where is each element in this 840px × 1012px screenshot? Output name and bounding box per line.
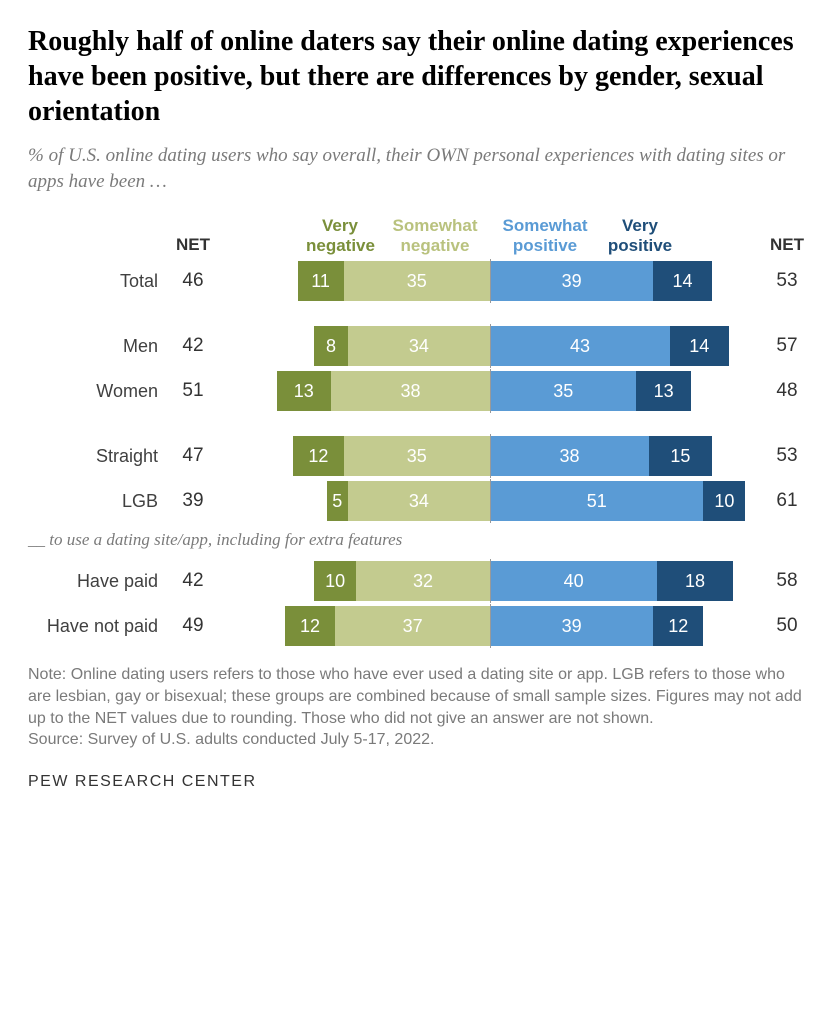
chart-note: Note: Online dating users refers to thos…	[28, 664, 812, 729]
footer-attribution: PEW RESEARCH CENTER	[28, 773, 812, 791]
row-bars: 12373912	[218, 606, 762, 646]
data-row: Men42834431457	[28, 326, 812, 366]
chart-area: NET Very negative Somewhat negative Some…	[28, 216, 812, 646]
bar-somewhat-positive: 38	[490, 436, 649, 476]
net-negative-value: 39	[168, 490, 218, 512]
bar-very-negative: 11	[298, 261, 344, 301]
bar-very-positive: 13	[636, 371, 690, 411]
net-negative-value: 42	[168, 335, 218, 357]
column-headers: NET Very negative Somewhat negative Some…	[28, 216, 812, 255]
row-label: Have not paid	[28, 616, 168, 637]
net-positive-value: 53	[762, 445, 812, 467]
net-positive-value: 50	[762, 615, 812, 637]
center-divider	[490, 604, 491, 648]
header-net-right: NET	[762, 235, 812, 255]
center-divider	[490, 369, 491, 413]
net-negative-value: 51	[168, 380, 218, 402]
row-label: Men	[28, 336, 168, 357]
bar-very-negative: 5	[327, 481, 348, 521]
row-label: Women	[28, 381, 168, 402]
row-bars: 5345110	[218, 481, 762, 521]
bar-somewhat-positive: 40	[490, 561, 657, 601]
bar-somewhat-negative: 35	[344, 436, 490, 476]
bar-somewhat-positive: 35	[490, 371, 636, 411]
net-negative-value: 42	[168, 570, 218, 592]
chart-title: Roughly half of online daters say their …	[28, 24, 812, 129]
row-bars: 8344314	[218, 326, 762, 366]
bar-very-positive: 12	[653, 606, 703, 646]
row-label: Straight	[28, 446, 168, 467]
bar-somewhat-negative: 34	[348, 481, 490, 521]
header-very-negative: Very negative	[300, 216, 380, 255]
data-row: Total461135391453	[28, 261, 812, 301]
center-divider	[490, 259, 491, 303]
chart-subtitle: % of U.S. online dating users who say ov…	[28, 143, 812, 194]
row-label: Have paid	[28, 571, 168, 592]
bar-somewhat-negative: 32	[356, 561, 490, 601]
net-positive-value: 57	[762, 335, 812, 357]
net-positive-value: 61	[762, 490, 812, 512]
bar-very-positive: 10	[703, 481, 745, 521]
row-bars: 13383513	[218, 371, 762, 411]
center-divider	[490, 479, 491, 523]
bar-somewhat-negative: 37	[335, 606, 490, 646]
chart-source: Source: Survey of U.S. adults conducted …	[28, 731, 812, 749]
net-negative-value: 49	[168, 615, 218, 637]
bar-somewhat-positive: 39	[490, 606, 653, 646]
bar-somewhat-negative: 38	[331, 371, 490, 411]
row-bars: 11353914	[218, 261, 762, 301]
center-divider	[490, 559, 491, 603]
net-negative-value: 46	[168, 270, 218, 292]
rows-container: Total461135391453Men42834431457Women5113…	[28, 261, 812, 646]
data-row: Straight471235381553	[28, 436, 812, 476]
center-divider	[490, 324, 491, 368]
bar-somewhat-negative: 34	[348, 326, 490, 366]
data-row: LGB39534511061	[28, 481, 812, 521]
header-net-left: NET	[168, 235, 218, 255]
bar-very-negative: 8	[314, 326, 347, 366]
row-bars: 10324018	[218, 561, 762, 601]
bar-very-negative: 13	[277, 371, 331, 411]
header-very-positive: Very positive	[600, 216, 680, 255]
data-row: Women511338351348	[28, 371, 812, 411]
bar-very-positive: 18	[657, 561, 732, 601]
data-row: Have not paid491237391250	[28, 606, 812, 646]
bar-somewhat-positive: 39	[490, 261, 653, 301]
bar-very-negative: 12	[285, 606, 335, 646]
bar-very-negative: 10	[314, 561, 356, 601]
net-negative-value: 47	[168, 445, 218, 467]
row-label: LGB	[28, 491, 168, 512]
row-bars: 12353815	[218, 436, 762, 476]
bar-very-negative: 12	[293, 436, 343, 476]
center-divider	[490, 434, 491, 478]
bar-somewhat-positive: 43	[490, 326, 670, 366]
bar-somewhat-positive: 51	[490, 481, 703, 521]
net-positive-value: 53	[762, 270, 812, 292]
net-positive-value: 48	[762, 380, 812, 402]
bar-very-positive: 14	[653, 261, 712, 301]
bar-very-positive: 15	[649, 436, 712, 476]
bar-very-positive: 14	[670, 326, 729, 366]
net-positive-value: 58	[762, 570, 812, 592]
header-somewhat-negative: Somewhat negative	[380, 216, 490, 255]
bar-somewhat-negative: 35	[344, 261, 490, 301]
data-row: Have paid421032401858	[28, 561, 812, 601]
group-sub-heading: __ to use a dating site/app, including f…	[28, 529, 408, 551]
row-label: Total	[28, 271, 168, 292]
header-somewhat-positive: Somewhat positive	[490, 216, 600, 255]
